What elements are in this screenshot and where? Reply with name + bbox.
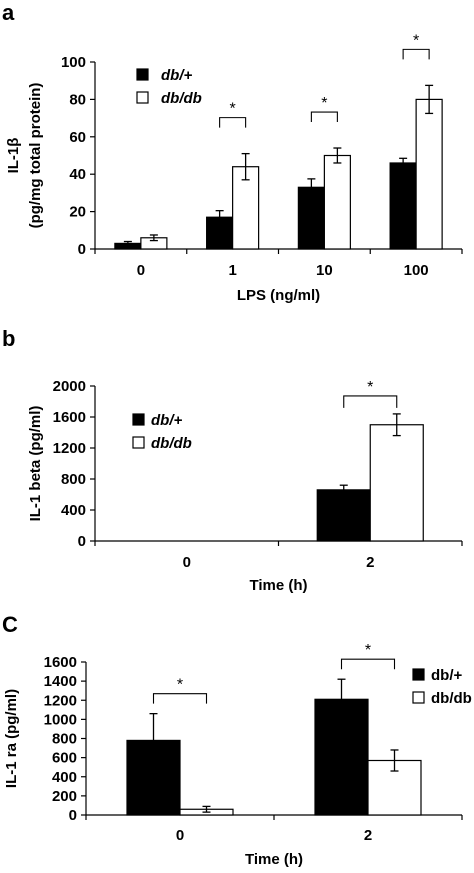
y-tick-label: 0 <box>78 533 86 550</box>
panel-letter: b <box>2 326 15 351</box>
y-axis-label: IL-1 beta (pg/ml) <box>27 406 44 522</box>
x-axis-label: Time (h) <box>249 577 307 594</box>
x-tick-label: 2 <box>364 827 372 844</box>
x-axis-label: Time (h) <box>245 851 303 868</box>
y-tick-label: 1200 <box>53 440 86 457</box>
panel-letter: a <box>2 0 15 25</box>
y-tick-label: 1600 <box>53 409 86 426</box>
significance-star: * <box>230 101 236 118</box>
y-tick-label: 400 <box>61 502 86 519</box>
significance-star: * <box>321 95 327 112</box>
significance-bracket <box>343 395 398 408</box>
legend-swatch-db-plus <box>136 68 149 81</box>
y-tick-label: 1000 <box>44 711 77 728</box>
bar-db-db-10 <box>323 154 351 250</box>
significance-bracket <box>310 111 338 123</box>
y-tick-label: 100 <box>61 54 86 71</box>
x-tick-label: 0 <box>137 262 145 279</box>
y-tick-label: 1400 <box>44 673 77 690</box>
y-tick-label: 80 <box>69 91 86 108</box>
legend-label-db-plus: db/+ <box>151 412 182 429</box>
panel-a: a 0 20 40 60 80 100 0 1 10 100 LPS (ng/ml) IL-1β (pg/… <box>2 0 463 304</box>
panel-c: C 0 200 400 600 800 1000 1200 1400 1600 0 2 Time (h)… <box>2 612 472 868</box>
significance-star: * <box>365 642 371 659</box>
bar-db-plus-2 <box>316 489 371 542</box>
y-tick-label: 1200 <box>44 692 77 709</box>
bar-db-db-2 <box>369 424 424 542</box>
y-tick-label: 800 <box>52 731 77 748</box>
legend-swatch-db-db <box>132 436 145 449</box>
y-axis-label: IL-1 ra (pg/ml) <box>3 689 20 788</box>
legend-swatch-db-db <box>136 91 149 104</box>
legend-label-db-plus: db/+ <box>431 667 462 684</box>
y-tick-label: 2000 <box>53 378 86 395</box>
legend-label-db-plus: db/+ <box>161 67 192 84</box>
legend-swatch-db-db <box>412 691 425 704</box>
bar-db-plus-100 <box>389 162 417 250</box>
y-tick-label: 200 <box>52 788 77 805</box>
legend-label-db-db: db/db <box>161 90 202 107</box>
y-tick-label: 600 <box>52 750 77 767</box>
legend-swatch-db-plus <box>132 413 145 426</box>
x-tick-label: 2 <box>366 554 374 571</box>
y-axis-label: IL-1β <box>5 138 22 174</box>
bar-db-plus-10 <box>297 186 325 250</box>
x-tick-label: 100 <box>404 262 429 279</box>
y-axis-label: (pg/mg total protein) <box>27 83 44 229</box>
significance-star: * <box>177 677 183 694</box>
y-tick-label: 0 <box>69 807 77 824</box>
significance-bracket <box>219 117 247 128</box>
panel-letter: C <box>2 612 18 637</box>
x-tick-label: 0 <box>183 554 191 571</box>
x-tick-label: 10 <box>316 262 333 279</box>
panel-b: b 0 400 800 1200 1600 2000 0 2 Time (h) IL-1 beta … <box>2 326 463 594</box>
legend-swatch-db-plus <box>412 668 425 681</box>
y-tick-label: 60 <box>69 129 86 146</box>
y-tick-label: 400 <box>52 769 77 786</box>
significance-star: * <box>367 379 373 396</box>
bar-db-db-100 <box>415 98 443 250</box>
y-tick-label: 1600 <box>44 654 77 671</box>
legend-label-db-db: db/db <box>151 435 192 452</box>
x-tick-label: 1 <box>228 262 236 279</box>
x-tick-label: 0 <box>176 827 184 844</box>
x-axis-label: LPS (ng/ml) <box>237 287 320 304</box>
significance-bracket <box>152 693 208 704</box>
significance-bracket <box>402 48 430 60</box>
y-tick-label: 800 <box>61 471 86 488</box>
y-tick-label: 0 <box>78 241 86 258</box>
legend-label-db-db: db/db <box>431 690 472 707</box>
significance-star: * <box>413 32 419 49</box>
y-tick-label: 40 <box>69 166 86 183</box>
y-tick-label: 20 <box>69 204 86 221</box>
significance-bracket <box>340 658 396 670</box>
